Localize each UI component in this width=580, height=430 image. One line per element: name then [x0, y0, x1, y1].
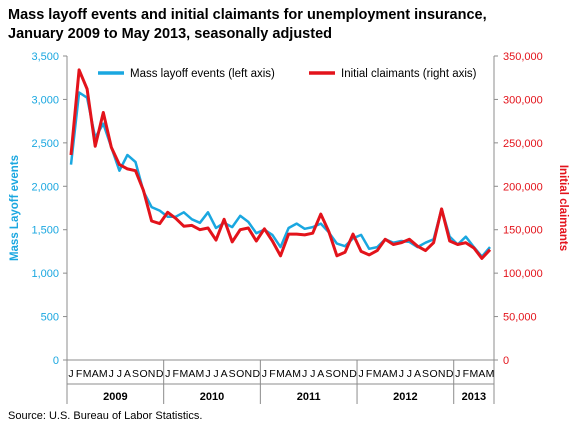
left-tick-label: 500 — [41, 312, 59, 324]
month-tick-label: M — [83, 368, 92, 380]
month-tick-label: A — [92, 368, 99, 380]
month-tick-label: J — [68, 368, 73, 380]
month-tick-label: M — [196, 368, 205, 380]
left-tick-label: 1,500 — [31, 225, 59, 237]
month-tick-label: O — [139, 368, 147, 380]
left-tick-label: 3,000 — [31, 94, 59, 106]
month-tick-label: M — [179, 368, 188, 380]
year-label: 2009 — [103, 391, 127, 403]
month-tick-label: D — [156, 368, 164, 380]
left-tick-label: 2,000 — [31, 181, 59, 193]
month-tick-label: J — [302, 368, 307, 380]
left-tick-label: 2,500 — [31, 138, 59, 150]
month-tick-label: A — [414, 368, 421, 380]
right-tick-label: 200,000 — [503, 181, 543, 193]
month-tick-label: A — [188, 368, 195, 380]
left-tick-label: 3,500 — [31, 51, 59, 63]
month-tick-label: O — [236, 368, 244, 380]
right-axis-title: Initial claimants — [557, 165, 569, 251]
month-tick-label: M — [389, 368, 398, 380]
chart-title-line-1: Mass layoff events and initial claimants… — [8, 7, 487, 23]
month-tick-label: M — [373, 368, 382, 380]
month-tick-label: N — [438, 368, 446, 380]
year-label: 2010 — [200, 391, 224, 403]
month-tick-label: O — [333, 368, 341, 380]
month-tick-label: F — [173, 368, 179, 380]
right-tick-label: 50,000 — [503, 312, 537, 324]
month-tick-label: J — [407, 368, 412, 380]
month-tick-label: A — [285, 368, 292, 380]
month-tick-label: D — [446, 368, 454, 380]
month-tick-label: J — [165, 368, 170, 380]
right-tick-label: 0 — [503, 355, 509, 367]
year-label: 2013 — [462, 391, 486, 403]
month-tick-label: D — [349, 368, 357, 380]
month-tick-label: S — [229, 368, 236, 380]
month-tick-label: A — [382, 368, 389, 380]
month-tick-label: S — [325, 368, 332, 380]
chart-title-line-2: January 2009 to May 2013, seasonally adj… — [8, 26, 332, 42]
month-tick-label: N — [341, 368, 349, 380]
left-axis-title: Mass Layoff events — [9, 155, 21, 261]
month-tick-label: J — [310, 368, 315, 380]
month-tick-label: M — [99, 368, 108, 380]
month-tick-label: D — [253, 368, 261, 380]
month-tick-label: M — [469, 368, 478, 380]
month-tick-label: F — [76, 368, 82, 380]
month-tick-label: S — [132, 368, 139, 380]
left-tick-label: 1,000 — [31, 268, 59, 280]
month-tick-label: J — [205, 368, 210, 380]
month-tick-label: S — [422, 368, 429, 380]
month-tick-label: N — [244, 368, 252, 380]
month-tick-label: J — [117, 368, 122, 380]
month-tick-label: J — [213, 368, 218, 380]
right-tick-label: 150,000 — [503, 225, 543, 237]
month-tick-label: F — [366, 368, 372, 380]
month-tick-label: F — [463, 368, 469, 380]
right-tick-label: 100,000 — [503, 268, 543, 280]
month-tick-label: N — [148, 368, 156, 380]
year-label: 2011 — [297, 391, 321, 403]
month-tick-label: J — [455, 368, 460, 380]
series-line-initial-claimants — [69, 68, 492, 260]
chart-title: Mass layoff events and initial claimants… — [8, 6, 568, 44]
month-tick-label: J — [262, 368, 267, 380]
month-tick-label: J — [399, 368, 404, 380]
month-tick-label: F — [269, 368, 275, 380]
year-label: 2012 — [393, 391, 417, 403]
month-tick-label: J — [109, 368, 114, 380]
month-tick-label: A — [124, 368, 131, 380]
month-tick-label: M — [292, 368, 301, 380]
month-tick-label: M — [276, 368, 285, 380]
month-tick-label: M — [486, 368, 495, 380]
month-tick-label: J — [358, 368, 363, 380]
month-tick-label: A — [478, 368, 485, 380]
source-note: Source: U.S. Bureau of Labor Statistics. — [8, 410, 203, 422]
right-tick-label: 300,000 — [503, 94, 543, 106]
right-tick-label: 350,000 — [503, 51, 543, 63]
series-line-mass-layoff-events — [69, 91, 491, 258]
right-tick-label: 250,000 — [503, 138, 543, 150]
month-tick-label: A — [317, 368, 324, 380]
left-tick-label: 0 — [53, 355, 59, 367]
month-tick-label: A — [221, 368, 228, 380]
month-tick-label: O — [429, 368, 437, 380]
legend-label: Mass layoff events (left axis) — [130, 68, 275, 80]
legend-label: Initial claimants (right axis) — [341, 68, 477, 80]
